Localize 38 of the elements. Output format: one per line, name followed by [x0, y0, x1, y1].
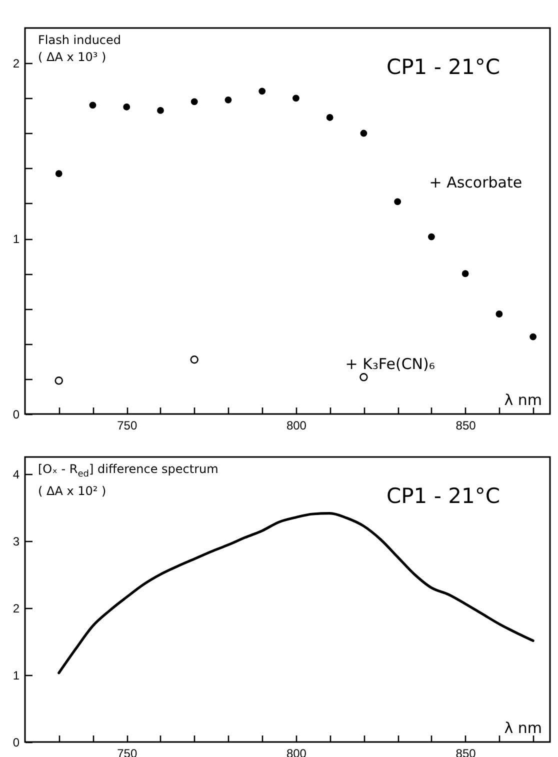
x-tick-label: 800 [286, 418, 307, 432]
y-tick-label: 4 [12, 467, 20, 482]
text: CP1 - 21°C [386, 484, 500, 508]
x-tick-label: 850 [456, 418, 476, 432]
point [360, 373, 368, 382]
point [258, 88, 266, 95]
line-series [58, 512, 534, 674]
point [157, 107, 164, 114]
y-tick-label: 0 [12, 408, 20, 422]
y-tick-label: 3 [12, 534, 20, 548]
series-label: + K₃Fe(CN)₆ [345, 354, 435, 373]
point [190, 356, 198, 364]
point [89, 102, 96, 109]
x-axis-title: λ nm [504, 719, 542, 737]
point [55, 170, 62, 178]
point [224, 96, 232, 104]
point [462, 270, 469, 278]
y-tick-label: 1 [12, 232, 20, 246]
x-tick-label: 750 [117, 418, 138, 432]
point [190, 98, 198, 106]
text: CP1 - 21°C [386, 55, 500, 79]
y-axis-title: [Oₓ - R$_{ed}$] difference spectrum ( ΔA x 10² ) [38, 461, 218, 500]
point [123, 103, 130, 110]
y-tick-label: 2 [12, 56, 20, 71]
point [428, 233, 435, 240]
series-label: + Ascorbate [429, 173, 522, 192]
point [394, 198, 402, 206]
point [360, 130, 368, 137]
y-tick-label: 1 [12, 668, 20, 682]
x-axis-title: λ nm [504, 391, 542, 409]
point [54, 376, 63, 385]
point [292, 94, 300, 102]
y-axis-title: Flash induced ( ΔA x 10³ ) [38, 32, 122, 66]
point [530, 333, 537, 340]
y-tick-label: 0 [12, 736, 20, 750]
point [496, 310, 503, 318]
point [326, 114, 334, 121]
y-tick-label: 2 [12, 601, 20, 616]
